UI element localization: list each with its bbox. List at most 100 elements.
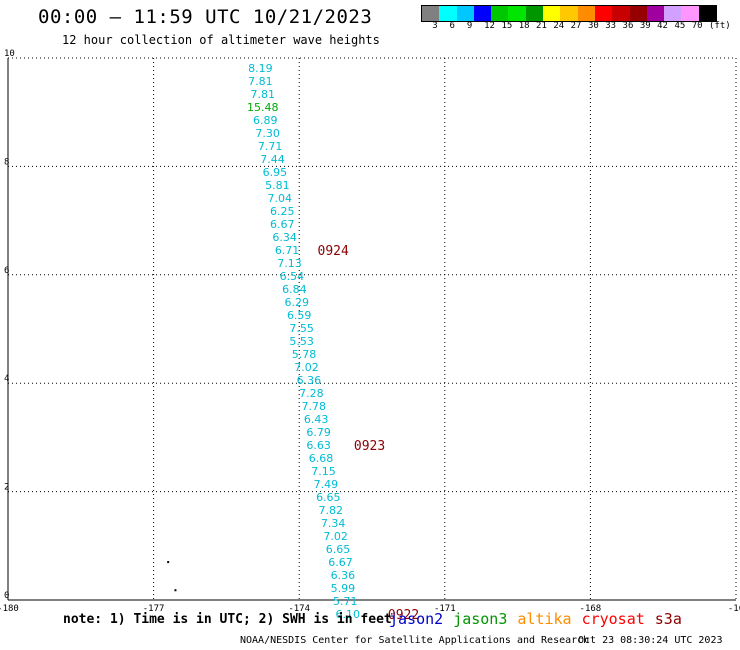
legend-label: 42 [657, 21, 668, 31]
legend-label: (ft) [709, 21, 731, 31]
color-scale-labels: 3 6 9 12 15 18 21 24 27 30 33 36 39 42 45 70 (ft) [421, 21, 740, 33]
legend-label: 30 [587, 21, 599, 31]
data-dot [174, 589, 177, 592]
wave-height-point: 6.34 [272, 231, 297, 244]
time-label: 0922 [388, 608, 419, 623]
x-tick-label: -174 [288, 604, 310, 614]
wave-height-point: 7.44 [260, 153, 285, 166]
legend-swatch [439, 6, 457, 21]
satellite-legend: jason2 jason3 altika cryosat s3a [389, 610, 682, 628]
y-tick-label: 0 [4, 591, 9, 601]
wave-height-point: 7.04 [268, 192, 293, 205]
wave-height-point: 5.81 [265, 179, 290, 192]
wave-height-point: 6.54 [280, 270, 305, 283]
wave-height-point: 6.95 [263, 166, 288, 179]
legend-label: 12 [484, 21, 495, 31]
footer-timestamp: Oct 23 08:30:24 UTC 2023 [578, 635, 723, 646]
wave-height-point: 7.13 [277, 257, 302, 270]
wave-height-point: 5.71 [333, 595, 358, 608]
legend-swatch [422, 6, 440, 21]
legend-swatch [681, 6, 699, 21]
wave-height-point: 6.25 [270, 205, 295, 218]
legend-label: 15 [501, 21, 513, 31]
wave-height-point: 8.19 [248, 62, 273, 75]
color-scale-legend [421, 5, 718, 22]
y-tick-label: 10 [4, 49, 15, 59]
legend-label: 36 [622, 21, 634, 31]
y-tick-label: 6 [4, 266, 9, 276]
wave-height-point: 6.36 [331, 569, 356, 582]
wave-height-point: 6.43 [304, 413, 329, 426]
legend-swatch [612, 6, 630, 21]
x-tick-label: -180 [0, 604, 19, 614]
chart-subtitle: 12 hour collection of altimeter wave hei… [62, 33, 380, 47]
wave-height-point: 7.34 [321, 517, 346, 530]
wave-height-point: 6.65 [326, 543, 351, 556]
x-tick-label: -16 [728, 604, 740, 614]
wave-height-point: 6.68 [309, 452, 334, 465]
y-tick-label: 4 [4, 374, 9, 384]
legend-label: 39 [639, 21, 651, 31]
legend-label: 33 [605, 21, 617, 31]
legend-label: 27 [570, 21, 582, 31]
wave-height-point: 7.15 [311, 465, 336, 478]
y-tick-label: 8 [4, 157, 9, 167]
legend-swatch [508, 6, 526, 21]
wave-height-point: 5.99 [331, 582, 356, 595]
wave-height-point: 7.82 [318, 504, 343, 517]
time-label: 0924 [318, 244, 349, 259]
footer-credit: NOAA/NESDIS Center for Satellite Applica… [240, 635, 590, 646]
wave-height-point: 6.71 [275, 244, 300, 257]
wave-height-point: 7.28 [299, 387, 324, 400]
legend-label: 9 [466, 21, 473, 31]
wave-height-point: 7.81 [248, 75, 273, 88]
x-tick-label: -171 [434, 604, 456, 614]
wave-height-point: 6.65 [316, 491, 341, 504]
legend-swatch [560, 6, 578, 21]
legend-label: 3 [432, 21, 438, 31]
legend-swatch [577, 6, 595, 21]
legend-label: 24 [553, 21, 565, 31]
y-tick-label: 2 [4, 483, 9, 493]
satellite-jason3: jason3 [453, 610, 508, 628]
legend-label: 45 [674, 21, 686, 31]
satellite-cryosat: cryosat [581, 610, 645, 628]
wave-height-point: 7.81 [251, 88, 276, 101]
wave-height-point: 6.79 [306, 426, 331, 439]
x-tick-label: -177 [143, 604, 165, 614]
wave-height-point: 6.67 [270, 218, 295, 231]
wave-height-point: 15.48 [247, 101, 279, 114]
wave-height-point: 6.89 [253, 114, 278, 127]
time-label: 0923 [354, 439, 385, 454]
satellite-altika: altika [517, 610, 572, 628]
wave-height-point: 6.63 [306, 439, 331, 452]
legend-swatch [525, 6, 544, 21]
legend-swatch [456, 6, 474, 21]
footer-note: note: 1) Time is in UTC; 2) SWH is in fe… [63, 612, 392, 627]
wave-height-point: 6.10 [335, 608, 360, 621]
satellite-s3a: s3a [654, 610, 682, 628]
legend-swatch [491, 6, 509, 21]
wave-height-point: 6.29 [285, 296, 310, 309]
satellite-jason2: jason2 [389, 610, 444, 628]
wave-height-point: 7.02 [323, 530, 348, 543]
legend-swatch [698, 6, 717, 21]
legend-swatch [664, 6, 682, 21]
wave-height-point: 7.71 [258, 140, 283, 153]
legend-label: 6 [449, 21, 455, 31]
legend-label: 18 [518, 21, 530, 31]
legend-swatch [473, 6, 492, 21]
legend-swatch [629, 6, 647, 21]
legend-label: 70 [691, 21, 703, 31]
wave-height-point: 5.53 [289, 335, 314, 348]
wave-height-point: 6.36 [297, 374, 322, 387]
wave-height-point: 7.49 [314, 478, 339, 491]
legend-swatch [594, 6, 613, 21]
legend-swatch [543, 6, 561, 21]
data-dot [167, 561, 170, 564]
wave-height-point: 6.67 [328, 556, 353, 569]
legend-swatch [646, 6, 665, 21]
x-tick-label: -168 [580, 604, 602, 614]
wave-height-point: 6.84 [282, 283, 307, 296]
legend-label: 21 [536, 21, 547, 31]
